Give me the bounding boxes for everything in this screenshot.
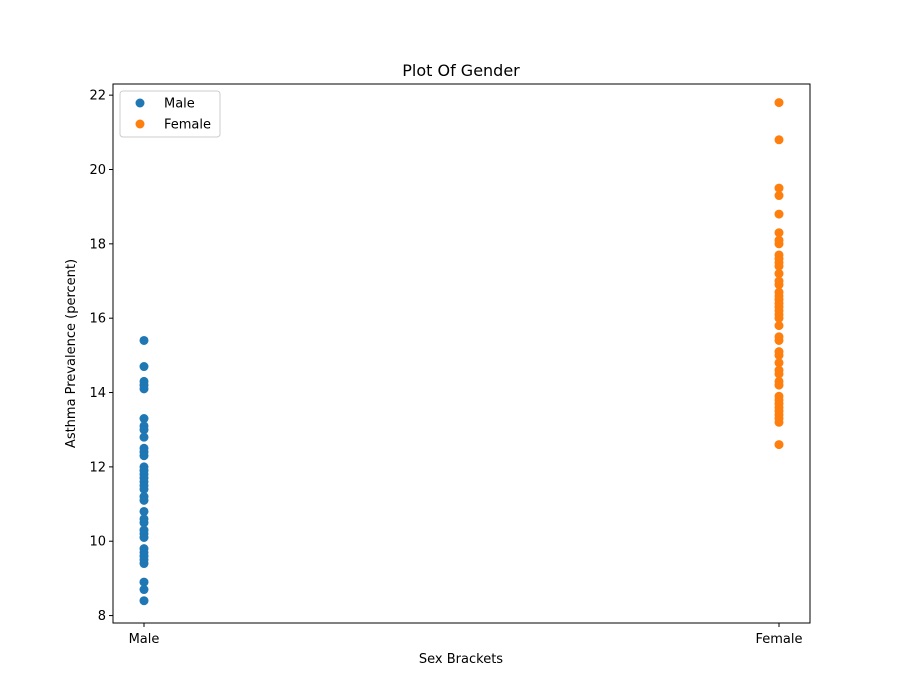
legend-frame [119, 90, 221, 138]
point-male-34 [139, 596, 149, 606]
point-male-4 [139, 384, 149, 394]
point-female-32 [774, 380, 784, 390]
y-tick-label-22: 22 [89, 89, 106, 104]
point-female-27 [774, 350, 784, 360]
point-male-23 [139, 518, 149, 528]
y-tick-label-14: 14 [89, 386, 106, 401]
point-female-3 [774, 191, 784, 201]
point-male-0 [139, 335, 149, 345]
point-female-4 [774, 209, 784, 219]
y-tick-label-20: 20 [89, 163, 106, 178]
y-axis-label: Asthma Prevalence (percent) [64, 259, 79, 448]
y-tick-label-16: 16 [89, 312, 106, 327]
point-female-23 [774, 321, 784, 331]
point-female-28 [774, 358, 784, 368]
point-female-1 [774, 135, 784, 145]
point-female-5 [774, 228, 784, 238]
point-male-1 [139, 362, 149, 372]
point-male-5 [139, 414, 149, 424]
point-female-2 [774, 183, 784, 193]
x-tick-label-female: Female [755, 632, 802, 647]
point-female-41 [774, 440, 784, 450]
legend: Male Female [119, 90, 221, 138]
point-female-12 [774, 269, 784, 279]
y-tick-label-8: 8 [98, 609, 106, 624]
legend-marker-female [135, 119, 145, 129]
data-points [139, 98, 784, 606]
legend-marker-male [135, 98, 145, 108]
y-axis: 8 10 12 14 16 18 20 22 [89, 89, 113, 624]
x-axis: Male Female [129, 623, 803, 647]
y-tick-label-18: 18 [89, 237, 106, 252]
x-axis-label: Sex Brackets [419, 652, 503, 667]
point-male-26 [139, 533, 149, 543]
point-male-33 [139, 585, 149, 595]
point-female-14 [774, 280, 784, 290]
point-female-22 [774, 313, 784, 323]
point-female-0 [774, 98, 784, 108]
y-tick-label-12: 12 [89, 460, 106, 475]
point-male-11 [139, 451, 149, 461]
plot-frame [112, 83, 811, 624]
point-male-18 [139, 484, 149, 494]
point-female-40 [774, 417, 784, 427]
point-female-25 [774, 335, 784, 345]
point-female-11 [774, 261, 784, 271]
point-male-32 [139, 577, 149, 587]
point-male-8 [139, 432, 149, 442]
chart-title: Plot Of Gender [402, 61, 520, 80]
x-tick-label-male: Male [129, 632, 160, 647]
point-female-7 [774, 239, 784, 249]
point-male-31 [139, 559, 149, 569]
point-male-21 [139, 506, 149, 516]
point-male-7 [139, 425, 149, 435]
point-female-30 [774, 369, 784, 379]
legend-label-male: Male [164, 97, 195, 112]
point-male-20 [139, 495, 149, 505]
y-tick-label-10: 10 [89, 535, 106, 550]
legend-label-female: Female [164, 118, 211, 133]
